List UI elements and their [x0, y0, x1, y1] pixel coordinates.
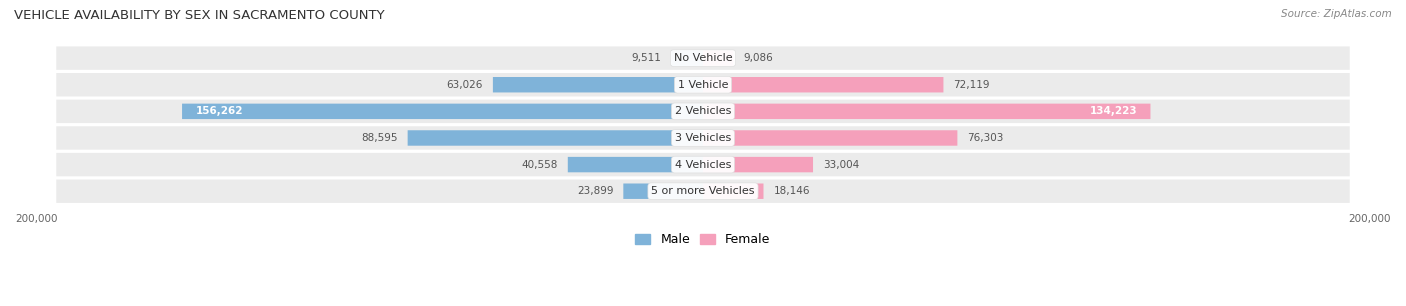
Text: 33,004: 33,004	[823, 160, 859, 170]
FancyBboxPatch shape	[56, 73, 1350, 96]
Text: 23,899: 23,899	[576, 186, 613, 196]
Text: 40,558: 40,558	[522, 160, 558, 170]
Text: 156,262: 156,262	[195, 106, 243, 116]
Text: 3 Vehicles: 3 Vehicles	[675, 133, 731, 143]
FancyBboxPatch shape	[568, 157, 703, 172]
FancyBboxPatch shape	[56, 180, 1350, 203]
FancyBboxPatch shape	[408, 130, 703, 146]
Text: 72,119: 72,119	[953, 80, 990, 90]
FancyBboxPatch shape	[56, 126, 1350, 150]
Text: VEHICLE AVAILABILITY BY SEX IN SACRAMENTO COUNTY: VEHICLE AVAILABILITY BY SEX IN SACRAMENT…	[14, 9, 385, 22]
Text: 1 Vehicle: 1 Vehicle	[678, 80, 728, 90]
Text: 2 Vehicles: 2 Vehicles	[675, 106, 731, 116]
FancyBboxPatch shape	[703, 130, 957, 146]
FancyBboxPatch shape	[56, 47, 1350, 70]
Text: 63,026: 63,026	[447, 80, 482, 90]
Text: No Vehicle: No Vehicle	[673, 53, 733, 63]
Text: 4 Vehicles: 4 Vehicles	[675, 160, 731, 170]
FancyBboxPatch shape	[703, 184, 763, 199]
FancyBboxPatch shape	[671, 50, 703, 66]
Text: 5 or more Vehicles: 5 or more Vehicles	[651, 186, 755, 196]
Text: Source: ZipAtlas.com: Source: ZipAtlas.com	[1281, 9, 1392, 19]
Text: 88,595: 88,595	[361, 133, 398, 143]
FancyBboxPatch shape	[703, 77, 943, 92]
FancyBboxPatch shape	[703, 157, 813, 172]
FancyBboxPatch shape	[56, 153, 1350, 176]
FancyBboxPatch shape	[181, 104, 703, 119]
FancyBboxPatch shape	[623, 184, 703, 199]
Legend: Male, Female: Male, Female	[630, 228, 776, 251]
Text: 9,511: 9,511	[631, 53, 661, 63]
Text: 134,223: 134,223	[1090, 106, 1137, 116]
FancyBboxPatch shape	[703, 50, 734, 66]
Text: 18,146: 18,146	[773, 186, 810, 196]
Text: 76,303: 76,303	[967, 133, 1004, 143]
Text: 9,086: 9,086	[744, 53, 773, 63]
FancyBboxPatch shape	[494, 77, 703, 92]
FancyBboxPatch shape	[56, 100, 1350, 123]
FancyBboxPatch shape	[703, 104, 1150, 119]
